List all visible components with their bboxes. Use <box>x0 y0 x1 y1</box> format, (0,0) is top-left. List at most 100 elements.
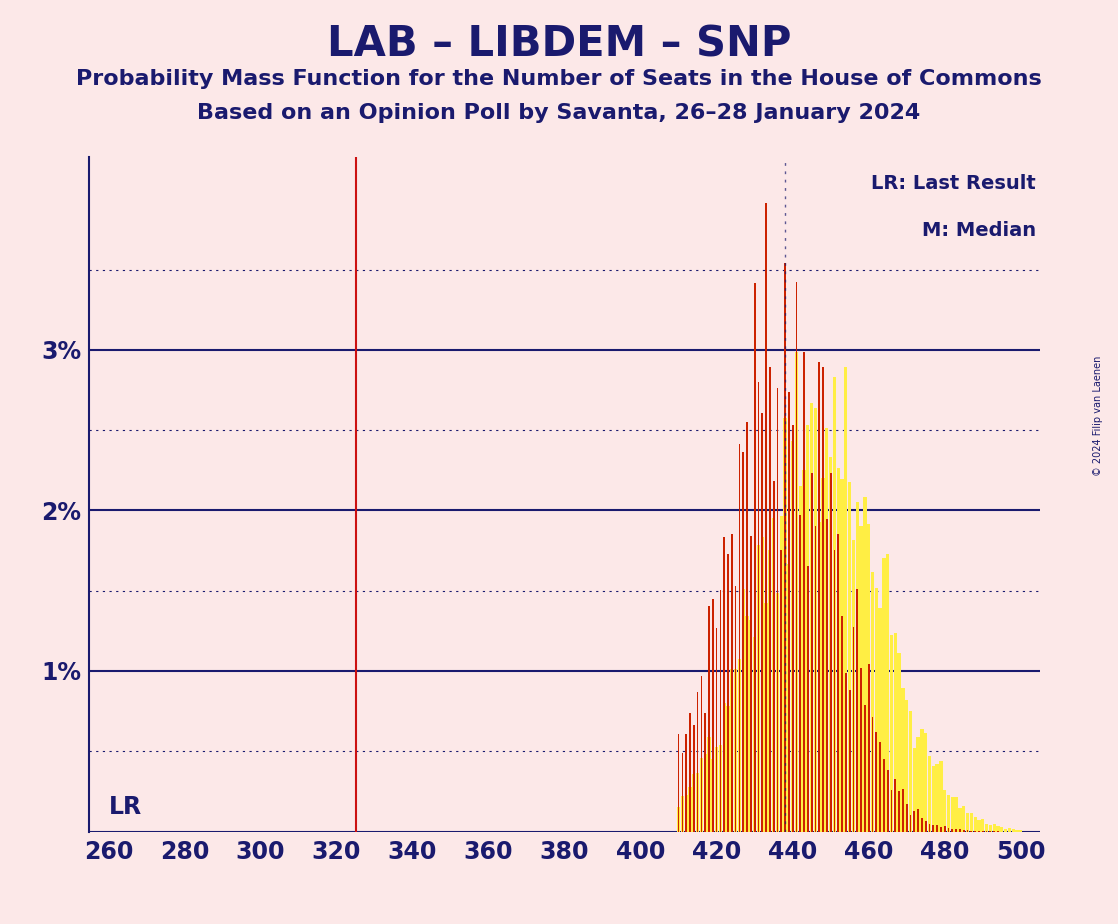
Bar <box>977 820 980 832</box>
Bar <box>837 534 840 832</box>
Bar <box>822 368 824 832</box>
Text: Probability Mass Function for the Number of Seats in the House of Commons: Probability Mass Function for the Number… <box>76 69 1042 90</box>
Bar <box>769 367 770 832</box>
Bar <box>902 789 903 832</box>
Bar <box>940 827 941 832</box>
Bar <box>1015 830 1018 832</box>
Bar <box>811 473 813 832</box>
Bar <box>731 533 732 832</box>
Bar <box>898 653 901 832</box>
Text: © 2024 Filip van Laenen: © 2024 Filip van Laenen <box>1093 356 1102 476</box>
Bar <box>947 795 950 832</box>
Bar <box>841 479 844 832</box>
Bar <box>891 790 892 832</box>
Bar <box>920 728 923 832</box>
Bar <box>739 444 740 832</box>
Bar <box>689 787 692 832</box>
Bar <box>909 711 912 832</box>
Bar <box>716 747 718 832</box>
Bar <box>758 382 759 832</box>
Bar <box>742 452 745 832</box>
Bar <box>692 774 695 832</box>
Bar <box>788 393 789 832</box>
Bar <box>844 367 847 832</box>
Bar <box>818 362 821 832</box>
Bar <box>849 482 851 832</box>
Bar <box>761 413 764 832</box>
Bar <box>815 526 816 832</box>
Bar <box>711 759 714 832</box>
Bar <box>754 283 756 832</box>
Bar <box>798 486 802 832</box>
Bar <box>845 673 846 832</box>
Bar <box>682 753 683 832</box>
Bar <box>780 550 783 832</box>
Bar <box>689 713 691 832</box>
Bar <box>963 831 965 832</box>
Bar <box>974 818 977 832</box>
Bar <box>955 829 957 832</box>
Bar <box>887 554 889 832</box>
Bar <box>784 418 787 832</box>
Bar <box>932 825 935 832</box>
Bar <box>864 705 865 832</box>
Bar <box>996 826 999 832</box>
Bar <box>872 716 873 832</box>
Bar <box>890 636 893 832</box>
Bar <box>773 480 775 832</box>
Bar <box>951 829 954 832</box>
Bar <box>894 779 897 832</box>
Bar <box>716 628 718 832</box>
Bar <box>860 668 862 832</box>
Bar <box>806 425 809 832</box>
Bar <box>773 518 775 832</box>
Bar <box>882 557 885 832</box>
Bar <box>750 536 751 832</box>
Bar <box>868 524 870 832</box>
Bar <box>836 468 840 832</box>
Bar <box>1020 831 1022 832</box>
Text: LAB – LIBDEM – SNP: LAB – LIBDEM – SNP <box>326 23 792 65</box>
Bar <box>874 589 878 832</box>
Bar <box>936 764 939 832</box>
Bar <box>720 590 721 832</box>
Bar <box>893 633 897 832</box>
Bar <box>855 502 859 832</box>
Bar <box>746 615 749 832</box>
Bar <box>958 808 961 832</box>
Bar <box>701 676 702 832</box>
Bar <box>796 282 797 832</box>
Bar <box>1007 828 1011 832</box>
Bar <box>906 804 908 832</box>
Bar <box>704 713 707 832</box>
Bar <box>678 807 680 832</box>
Bar <box>703 754 707 832</box>
Bar <box>925 733 927 832</box>
Bar <box>730 670 733 832</box>
Bar <box>879 608 882 832</box>
Bar <box>913 811 916 832</box>
Bar <box>681 796 684 832</box>
Bar <box>929 824 930 832</box>
Bar <box>784 262 786 832</box>
Bar <box>795 352 798 832</box>
Bar <box>685 734 688 832</box>
Bar <box>708 605 710 832</box>
Bar <box>921 818 922 832</box>
Bar <box>777 388 778 832</box>
Bar <box>803 352 805 832</box>
Bar <box>955 797 958 832</box>
Bar <box>712 599 713 832</box>
Bar <box>830 473 832 832</box>
Bar <box>760 537 764 832</box>
Bar <box>799 516 802 832</box>
Bar <box>993 824 996 832</box>
Bar <box>700 758 703 832</box>
Bar <box>917 736 920 832</box>
Bar <box>834 550 835 832</box>
Bar <box>811 404 813 832</box>
Bar <box>948 828 949 832</box>
Bar <box>883 759 884 832</box>
Bar <box>765 603 768 832</box>
Bar <box>1012 829 1015 832</box>
